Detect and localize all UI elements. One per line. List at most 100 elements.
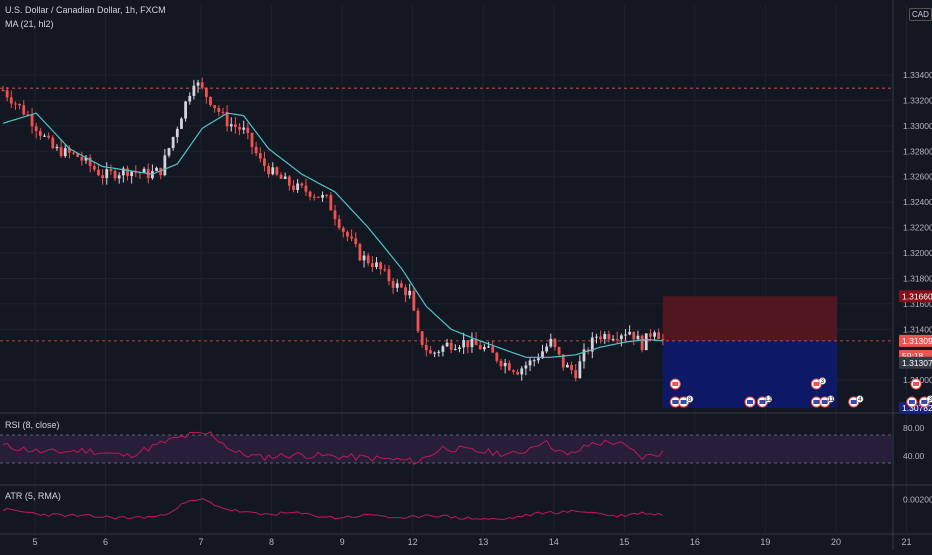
candle-body[interactable]	[615, 339, 619, 341]
candle-body[interactable]	[441, 346, 445, 352]
candle-body[interactable]	[34, 126, 38, 132]
candle-body[interactable]	[254, 146, 258, 154]
candle-body[interactable]	[1, 90, 5, 92]
candle-body[interactable]	[72, 152, 75, 154]
candle-body[interactable]	[246, 127, 250, 133]
candle-body[interactable]	[532, 360, 536, 362]
event-count-badge[interactable]	[764, 395, 773, 403]
candle-body[interactable]	[491, 346, 495, 353]
candle-body[interactable]	[9, 97, 13, 104]
candle-body[interactable]	[420, 331, 424, 345]
candle-body[interactable]	[661, 339, 665, 341]
candle-body[interactable]	[337, 219, 341, 228]
candle-body[interactable]	[242, 127, 246, 130]
candle-body[interactable]	[512, 370, 515, 372]
candle-body[interactable]	[495, 352, 499, 361]
candle-body[interactable]	[503, 362, 507, 367]
event-count-badge[interactable]	[856, 395, 864, 403]
candle-body[interactable]	[18, 103, 21, 106]
candle-body[interactable]	[5, 90, 9, 98]
candle-body[interactable]	[47, 135, 51, 138]
ma-indicator-title[interactable]: MA (21, hl2)	[5, 19, 54, 29]
candle-body[interactable]	[184, 101, 187, 119]
candle-body[interactable]	[126, 168, 129, 176]
candle-body[interactable]	[92, 165, 96, 170]
candle-body[interactable]	[524, 365, 528, 369]
candle-body[interactable]	[370, 263, 374, 268]
candle-body[interactable]	[171, 137, 175, 149]
candle-body[interactable]	[225, 111, 229, 127]
candle-body[interactable]	[570, 364, 573, 371]
candle-body[interactable]	[68, 148, 71, 153]
candle-body[interactable]	[221, 111, 225, 113]
candle-body[interactable]	[541, 351, 544, 359]
candle-body[interactable]	[200, 82, 204, 88]
candle-body[interactable]	[101, 175, 104, 179]
candle-body[interactable]	[163, 155, 167, 176]
candle-body[interactable]	[424, 344, 428, 351]
candle-body[interactable]	[462, 340, 466, 348]
candle-body[interactable]	[640, 335, 644, 351]
currency-badge[interactable]: CAD	[909, 8, 932, 21]
candle-body[interactable]	[279, 174, 283, 179]
candle-body[interactable]	[429, 350, 432, 354]
candle-body[interactable]	[516, 371, 519, 375]
candle-body[interactable]	[624, 334, 627, 336]
candle-body[interactable]	[350, 236, 353, 239]
candle-body[interactable]	[354, 238, 358, 245]
candle-body[interactable]	[466, 340, 470, 348]
candle-body[interactable]	[574, 370, 578, 379]
candle-body[interactable]	[611, 339, 615, 341]
candle-body[interactable]	[649, 333, 652, 337]
rsi-indicator-title[interactable]: RSI (8, close)	[5, 420, 60, 430]
candle-body[interactable]	[507, 362, 511, 371]
candle-body[interactable]	[175, 128, 179, 138]
candle-body[interactable]	[644, 333, 648, 351]
candle-body[interactable]	[22, 105, 26, 115]
candle-body[interactable]	[433, 352, 436, 354]
candle-body[interactable]	[375, 262, 378, 268]
candle-body[interactable]	[213, 105, 217, 109]
candle-body[interactable]	[84, 157, 88, 161]
candle-body[interactable]	[379, 262, 383, 270]
candle-body[interactable]	[267, 165, 270, 175]
candle-body[interactable]	[404, 287, 407, 296]
candle-body[interactable]	[549, 338, 553, 347]
candle-body[interactable]	[346, 231, 349, 237]
candle-body[interactable]	[383, 269, 387, 271]
candle-body[interactable]	[653, 332, 656, 337]
candle-body[interactable]	[304, 185, 308, 192]
candle-body[interactable]	[607, 334, 611, 340]
candle-body[interactable]	[478, 345, 482, 350]
candle-body[interactable]	[43, 135, 46, 137]
candle-body[interactable]	[142, 168, 146, 173]
candle-body[interactable]	[582, 349, 586, 362]
candle-body[interactable]	[26, 114, 30, 116]
event-count-badge[interactable]	[926, 395, 932, 403]
candle-body[interactable]	[657, 332, 661, 340]
candle-body[interactable]	[271, 167, 275, 175]
candle-body[interactable]	[308, 191, 312, 197]
candle-body[interactable]	[209, 96, 212, 106]
symbol-title[interactable]: U.S. Dollar / Canadian Dollar, 1h, FXCM	[5, 5, 166, 15]
candle-body[interactable]	[325, 194, 329, 196]
stop-loss-zone[interactable]	[662, 296, 838, 341]
candle-body[interactable]	[59, 146, 63, 157]
candle-body[interactable]	[113, 170, 117, 179]
candle-body[interactable]	[234, 124, 237, 127]
candle-body[interactable]	[400, 283, 403, 288]
candle-body[interactable]	[341, 227, 345, 232]
candle-body[interactable]	[636, 335, 640, 340]
candle-body[interactable]	[192, 85, 196, 96]
candle-body[interactable]	[590, 337, 594, 352]
candle-body[interactable]	[553, 338, 557, 348]
candle-body[interactable]	[578, 361, 582, 379]
candle-body[interactable]	[130, 171, 134, 176]
candle-body[interactable]	[30, 114, 34, 127]
candle-body[interactable]	[445, 342, 449, 347]
candle-body[interactable]	[632, 331, 636, 340]
candle-body[interactable]	[196, 82, 200, 86]
candle-body[interactable]	[80, 156, 84, 161]
